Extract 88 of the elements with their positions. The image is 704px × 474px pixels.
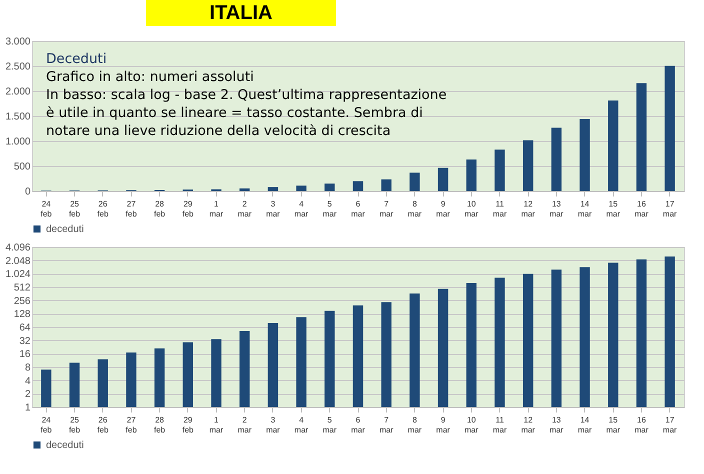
x-tick-label: 15 mar: [606, 416, 620, 434]
x-tick-label: 13 mar: [550, 200, 564, 218]
x-tick-label: 11 mar: [492, 416, 507, 434]
bar: [551, 128, 562, 191]
y-tick-label: 0: [24, 186, 31, 198]
x-tick-label: 29 feb: [182, 200, 194, 218]
x-tick-label: 14 mar: [578, 416, 592, 434]
bar: [494, 150, 505, 191]
x-tick-label: 24 feb: [40, 416, 52, 434]
y-tick-label: 16: [19, 349, 31, 360]
annotation: Grafico in alto: numeri assoluti: [46, 69, 254, 85]
x-tick-label: 11 mar: [492, 200, 507, 218]
x-tick-label: 6 mar: [351, 200, 366, 218]
x-tick-label: 12 mar: [521, 416, 536, 434]
chart-title: ITALIA: [146, 0, 336, 26]
x-tick-label: 12 mar: [521, 200, 536, 218]
y-tick-label: 500: [14, 162, 31, 172]
bar: [296, 186, 306, 191]
legend-label: deceduti: [46, 224, 84, 235]
annotation: In basso: scala log - base 2. Quest’ultima rappresentazione è utile in quanto se lineare = tasso costante. Sembra di notare una lieve riduzione della velocità di crescita: [46, 87, 447, 139]
x-tick-label: 7 mar: [379, 416, 394, 434]
y-tick-label: 1.500: [5, 112, 31, 122]
x-tick-label: 24 feb: [40, 200, 52, 218]
x-tick-label: 8 mar: [408, 416, 422, 434]
bar: [438, 168, 448, 191]
x-tick-label: 25 feb: [68, 416, 81, 434]
x-tick-label: 27 feb: [126, 416, 138, 434]
y-tick-label: 4.096: [5, 242, 31, 254]
y-tick-label: 512: [14, 282, 31, 294]
x-tick-label: 4 mar: [294, 200, 309, 218]
y-tick-label: 1.000: [5, 136, 31, 148]
x-tick-label: 7 mar: [379, 200, 394, 218]
x-tick-label: 28 feb: [154, 200, 166, 218]
y-tick-label: 2.000: [5, 86, 31, 98]
y-tick-label: 2.500: [5, 62, 31, 72]
x-tick-label: 16 mar: [634, 416, 649, 434]
bar: [636, 83, 647, 191]
bar: [240, 188, 250, 191]
x-tick-label: 2 mar: [238, 416, 252, 434]
x-tick-label: 29 feb: [182, 416, 194, 434]
y-tick-label: 1: [24, 402, 31, 414]
y-tick-label: 8: [24, 362, 31, 374]
x-tick-label: 10 mar: [464, 200, 479, 218]
y-tick-label: 64: [19, 322, 31, 334]
bar: [324, 184, 335, 191]
x-tick-label: 26 feb: [97, 200, 109, 218]
y-tick-label: 1.024: [5, 269, 31, 280]
bar: [580, 118, 590, 191]
y-tick-label: 2: [24, 389, 31, 400]
x-tick-label: 2 mar: [238, 200, 252, 218]
x-tick-label: 1 mar: [209, 200, 224, 218]
bar: [352, 181, 364, 191]
bar: [466, 159, 476, 191]
annotation: Deceduti: [46, 51, 107, 67]
x-tick-label: 15 mar: [606, 200, 620, 218]
x-tick-label: 16 mar: [634, 200, 649, 218]
x-tick-label: 9 mar: [436, 416, 450, 434]
x-tick-label: 9 mar: [436, 200, 450, 218]
x-tick-label: 1 mar: [209, 416, 224, 434]
x-tick-label: 14 mar: [578, 200, 592, 218]
y-tick-label: 4: [24, 376, 31, 387]
y-tick-label: 256: [14, 296, 31, 307]
x-tick-label: 5 mar: [322, 200, 337, 218]
x-tick-label: 3 mar: [266, 416, 280, 434]
bar: [381, 179, 392, 191]
y-tick-label: 32: [19, 336, 31, 347]
bar: [268, 187, 278, 191]
x-tick-label: 17 mar: [662, 200, 678, 218]
bar: [410, 172, 420, 191]
y-tick-label: 3.000: [5, 36, 31, 48]
x-tick-label: 27 feb: [126, 200, 138, 218]
x-tick-label: 28 feb: [154, 416, 166, 434]
x-tick-label: 3 mar: [266, 200, 280, 218]
y-tick-label: 2.048: [5, 256, 31, 267]
bar: [664, 66, 675, 191]
x-tick-label: 5 mar: [322, 416, 337, 434]
x-tick-label: 10 mar: [464, 416, 479, 434]
x-tick-label: 8 mar: [408, 200, 422, 218]
x-tick-label: 17 mar: [662, 416, 678, 434]
y-tick-label: 128: [14, 309, 31, 320]
x-tick-label: 6 mar: [351, 416, 366, 434]
bar: [608, 100, 618, 191]
bar: [522, 140, 534, 191]
x-tick-label: 26 feb: [97, 416, 109, 434]
x-tick-label: 4 mar: [294, 416, 309, 434]
legend-label: deceduti: [46, 440, 84, 451]
x-tick-label: 13 mar: [550, 416, 564, 434]
x-tick-label: 25 feb: [68, 200, 81, 218]
